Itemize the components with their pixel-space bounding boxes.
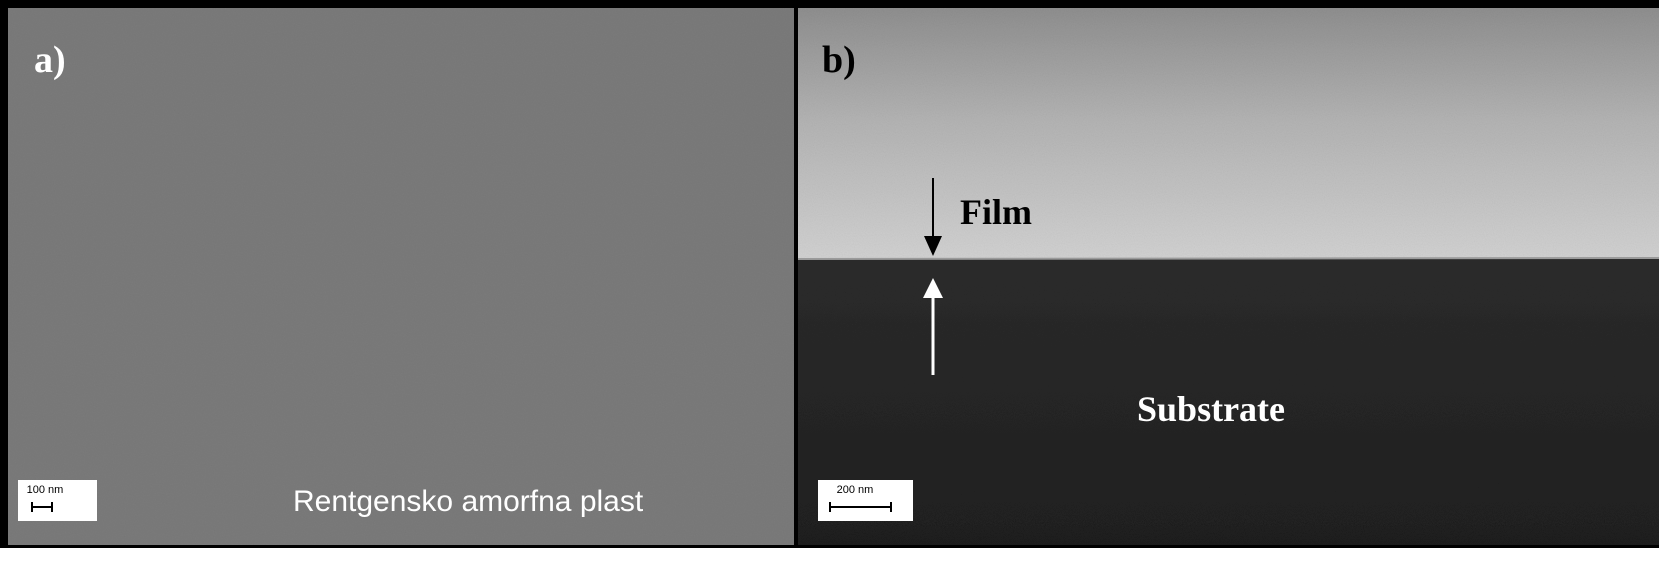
annotation: Substrate (1137, 389, 1285, 429)
scale-bar-label: 200 nm (837, 484, 874, 496)
panel-label: b) (822, 39, 856, 81)
figure: a) 100 nm Rentgensko amorfna plast b) Fi… (0, 0, 1659, 568)
scale-bar-label: 100 nm (27, 484, 64, 496)
panel-b: b) Film Substrate 200 nm (798, 8, 1659, 545)
film-region (798, 8, 1659, 260)
panel-a: a) 100 nm Rentgensko amorfna plast (8, 8, 794, 545)
annotation: Film (960, 192, 1032, 232)
interface (798, 258, 1659, 259)
panel-label: a) (34, 39, 66, 81)
page: a) 100 nm Rentgensko amorfna plast b) Fi… (0, 0, 1659, 568)
caption: Rentgensko amorfna plast (293, 485, 644, 518)
micrograph (8, 8, 794, 545)
